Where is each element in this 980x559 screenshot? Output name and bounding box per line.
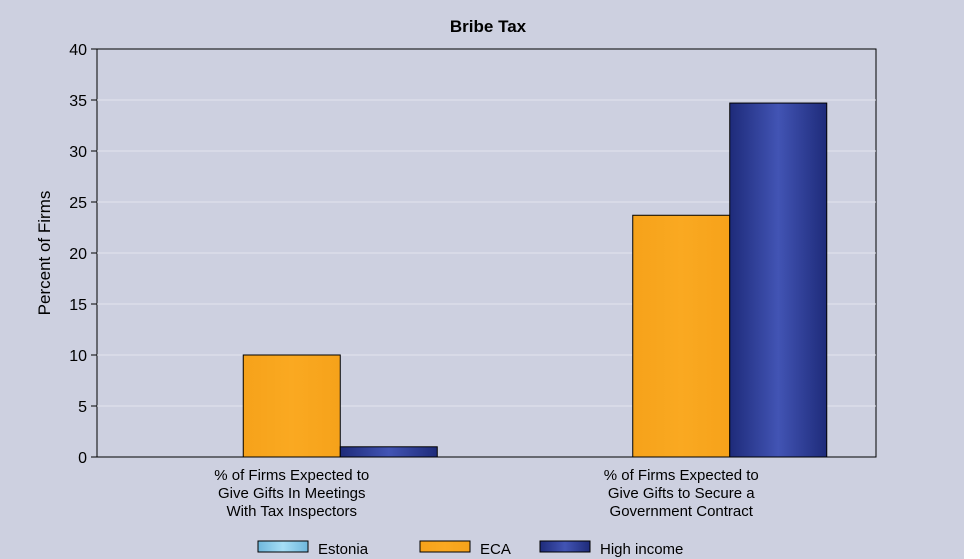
y-tick-label: 35 xyxy=(69,93,87,110)
y-tick-label: 20 xyxy=(69,246,87,263)
y-tick-label: 40 xyxy=(69,42,87,59)
legend-label-high-income: High income xyxy=(600,541,683,558)
legend-swatch-estonia xyxy=(257,540,309,553)
x-category-label: With Tax Inspectors xyxy=(226,503,357,520)
chart-title: Bribe Tax xyxy=(450,17,527,36)
x-category-label: Government Contract xyxy=(610,503,754,520)
legend-swatch-eca xyxy=(419,540,471,553)
axes: 0 5 10 15 20 25 30 35 40 xyxy=(69,42,97,467)
y-tick-label: 30 xyxy=(69,144,87,161)
legend-label-eca: ECA xyxy=(480,541,511,558)
x-category-label: Give Gifts to Secure a xyxy=(608,485,755,502)
bar-high-income-1 xyxy=(729,102,828,458)
x-category-label: % of Firms Expected to xyxy=(214,467,369,484)
y-tick-label: 10 xyxy=(69,348,87,365)
bar-eca-1 xyxy=(632,214,731,458)
legend-label-estonia: Estonia xyxy=(318,541,369,558)
bar-eca-0 xyxy=(242,354,341,458)
y-axis-label: Percent of Firms xyxy=(35,191,54,316)
legend: Estonia ECA High income xyxy=(257,540,683,558)
bar-high-income-0 xyxy=(339,446,438,458)
y-tick-label: 25 xyxy=(69,195,87,212)
bars xyxy=(242,102,828,458)
y-tick-label: 5 xyxy=(78,399,87,416)
legend-swatch-high-income xyxy=(539,540,591,553)
x-category-label: Give Gifts In Meetings xyxy=(218,485,366,502)
y-tick-label: 15 xyxy=(69,297,87,314)
y-tick-label: 0 xyxy=(78,450,87,467)
x-category-label: % of Firms Expected to xyxy=(604,467,759,484)
